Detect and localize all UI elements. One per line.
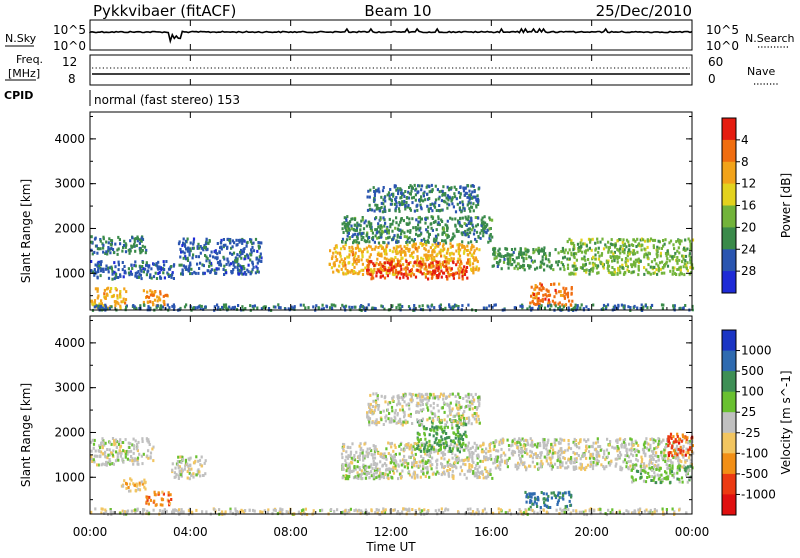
colorbar-swatch [722,412,736,433]
colorbar-tick: 16 [741,199,756,213]
colorbar-swatch [722,351,736,372]
echo-region-9 [492,437,694,471]
colorbar-swatch [722,392,736,413]
colorbar-swatch [722,453,736,474]
colorbar-1: 4 8 12 16 20 24 28 Power [dB] [722,118,793,294]
beam-title: Beam 10 [364,2,431,20]
echo-region-2 [90,260,175,281]
nave-tick-top: 60 [708,55,723,69]
ytick-label: 3000 [54,381,85,395]
colorbar-swatch [722,206,736,228]
ytick-label: 4000 [54,132,85,146]
heatmap-frame [90,316,692,514]
colorbar-tick: 4 [741,133,749,147]
colorbar-label: Velocity [m s^-1] [779,370,793,474]
echo-region-12 [567,238,695,277]
colorbar-swatch [722,140,736,162]
colorbar-tick: 24 [741,242,756,256]
colorbar-swatch [722,371,736,392]
heatmap-frame [90,112,692,310]
time-tick-label: 12:00 [374,525,409,539]
freq-label: Freq. [16,53,43,66]
ytick-label: 2000 [54,425,85,439]
echo-region-10 [524,491,572,509]
colorbar-tick: 8 [741,155,749,169]
colorbar-tick: 1000 [741,344,772,358]
colorbar-swatch [722,227,736,249]
ytick-label: 4000 [54,336,85,350]
colorbar-tick: -25 [741,426,761,440]
colorbar-swatch [722,249,736,271]
radar-title: Pykkvibaer (fitACF) [93,2,236,20]
colorbar-tick: -500 [741,467,768,481]
echo-region-4 [171,455,207,480]
colorbar-swatch [722,433,736,454]
freq-tick-top: 12 [62,55,77,69]
nsky-label: N.Sky [5,32,37,45]
colorbar-swatch [722,271,736,293]
ytick-label: 1000 [54,470,85,484]
colorbar-tick: 500 [741,364,764,378]
heatmap-panel-2: 1000 2000 3000 4000 Slant Range [km] [19,316,694,516]
echo-region-5 [178,238,263,277]
colorbar-tick: 20 [741,220,756,234]
time-tick-label: 08:00 [273,525,308,539]
colorbar-swatch [722,118,736,140]
echo-region-13 [90,507,687,516]
cpid-text: normal (fast stereo) 153 [94,93,240,107]
echo-region-3 [145,491,172,507]
ylabel: Slant Range [km] [19,383,33,487]
echo-region-8 [341,215,493,245]
echo-region-1 [90,235,147,256]
echo-region-6 [329,242,481,276]
colorbar-swatch [722,162,736,184]
time-tick-label: 04:00 [173,525,208,539]
time-tick-label: 20:00 [574,525,609,539]
time-tick-label: 16:00 [474,525,509,539]
nsky-tick-bottom: 10^0 [53,39,86,53]
colorbar-swatch [722,474,736,495]
colorbar-tick: 100 [741,385,764,399]
nsky-trace [90,29,692,41]
nsearch-label: N.Search [745,32,795,45]
colorbar-swatch [722,494,736,515]
ytick-label: 2000 [54,221,85,235]
colorbar-swatch [722,184,736,206]
echo-region-9 [367,184,481,213]
nave-label: Nave [747,65,775,78]
date-title: 25/Dec/2010 [596,2,692,20]
ytick-label: 3000 [54,177,85,191]
echo-region-2 [121,477,147,492]
heatmap-panel-1: 1000 2000 3000 4000 Slant Range [km] [19,112,694,312]
echo-region-13 [92,303,694,312]
colorbar-swatch [722,330,736,351]
ytick-label: 1000 [54,266,85,280]
time-tick-label: 00:00 [73,525,108,539]
time-tick-label: 00:00 [675,525,710,539]
colorbar-tick: -100 [741,446,768,460]
colorbar-tick: 28 [741,264,756,278]
ylabel: Slant Range [km] [19,179,33,283]
echo-region-11 [529,282,573,307]
freq-tick-bottom: 8 [68,72,76,86]
cpid-label: CPID [4,89,33,102]
echo-region-4 [143,289,169,307]
nsearch-tick-top: 10^5 [706,23,739,37]
nave-tick-bottom: 0 [708,72,716,86]
freq-unit-label: [MHz] [8,67,40,80]
echo-region-1 [90,437,155,467]
nsky-tick-top: 10^5 [53,23,86,37]
colorbar-tick: 25 [741,405,756,419]
colorbar-label: Power [dB] [779,173,793,238]
colorbar-tick: -1000 [741,487,776,501]
echo-region-10 [492,246,569,271]
time-axis-label: Time UT [365,540,416,554]
echo-region-11 [631,464,694,485]
nsearch-tick-bottom: 10^0 [706,39,739,53]
colorbar-tick: 12 [741,177,756,191]
sky-panel: N.Sky 10^5 10^0 10^5 10^0 N.Search [5,20,795,53]
